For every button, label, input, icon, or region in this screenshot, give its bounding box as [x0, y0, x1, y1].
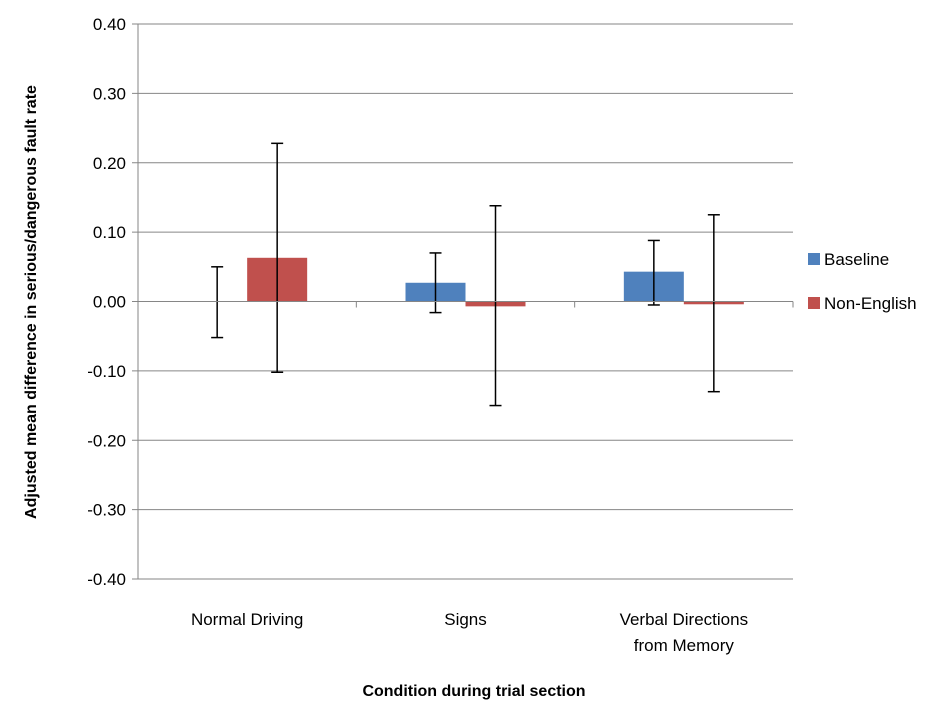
y-tick-label: 0.00 — [93, 293, 126, 312]
y-tick-label: -0.10 — [87, 362, 126, 381]
category-label: Signs — [444, 610, 487, 629]
y-tick-label: 0.40 — [93, 15, 126, 34]
y-tick-labels: 0.40 0.30 0.20 0.10 0.00 -0.10 -0.20 -0.30 -0.40 — [87, 15, 126, 589]
y-axis-title: Adjusted mean difference in serious/dang… — [23, 85, 40, 519]
y-tick-label: 0.30 — [93, 84, 126, 103]
axes — [137, 24, 794, 579]
y-tick-label: -0.40 — [87, 570, 126, 589]
category-label: from Memory — [634, 636, 735, 655]
y-tick-label: 0.10 — [93, 223, 126, 242]
y-tick-label: 0.20 — [93, 154, 126, 173]
gridlines — [132, 23, 793, 580]
x-axis-title: Condition during trial section — [362, 683, 585, 700]
y-tick-label: -0.20 — [87, 431, 126, 450]
legend-label: Non-English — [824, 294, 917, 313]
category-label: Verbal Directions — [620, 610, 749, 629]
category-labels: Normal Driving Signs Verbal Directions from… — [191, 610, 748, 655]
category-label: Normal Driving — [191, 610, 303, 629]
legend-label: Baseline — [824, 250, 889, 269]
error-bars — [211, 142, 720, 407]
legend: Baseline Non-English — [808, 250, 917, 313]
legend-swatch — [808, 297, 820, 309]
legend-swatch — [808, 253, 820, 265]
y-tick-label: -0.30 — [87, 501, 126, 520]
